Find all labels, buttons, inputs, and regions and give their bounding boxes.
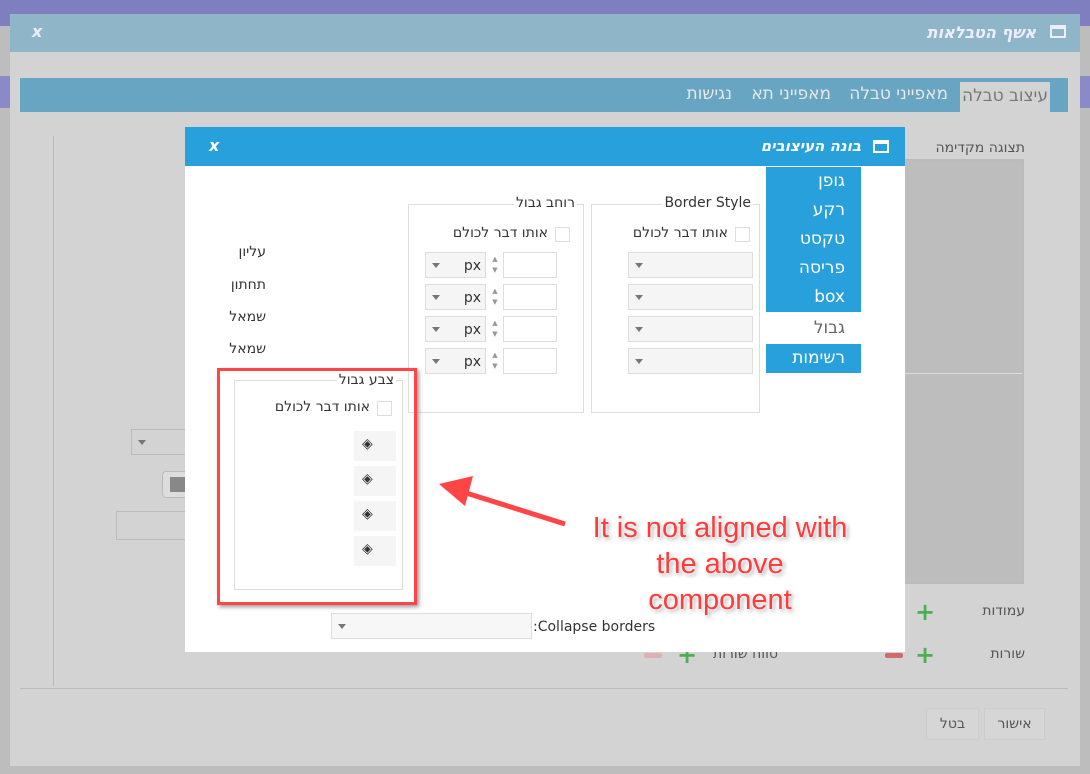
side-menu-font[interactable]: גופן (766, 167, 861, 196)
style-builder-dialog: בונה העיצובים x גופן רקע טקסט פריסה box … (185, 127, 905, 652)
border-width-top-input[interactable] (503, 252, 557, 278)
style-builder-title: בונה העיצובים (760, 137, 861, 155)
side-label-left: שמאל (229, 309, 266, 325)
paint-bucket-icon: ◈ (362, 436, 373, 452)
divider (53, 136, 54, 686)
left-input[interactable] (116, 511, 196, 540)
border-width-top-unit-select[interactable]: px (425, 252, 486, 278)
border-width-left-unit-select[interactable]: px (425, 316, 486, 342)
border-style-right-select[interactable] (628, 348, 753, 374)
border-style-left-select[interactable] (628, 316, 753, 342)
style-builder-title-bar: בונה העיצובים x (185, 127, 905, 166)
wizard-title: אשף הטבלאות (926, 23, 1036, 42)
unit-label: px (463, 258, 481, 274)
collapse-borders-label: :Collapse borders (533, 619, 656, 635)
ok-button[interactable]: אישור (984, 708, 1045, 740)
columns-label: עמודות (982, 603, 1025, 619)
border-color-legend: צבע גבול (336, 372, 396, 388)
add-column-icon[interactable]: + (915, 598, 936, 626)
unit-label: px (463, 322, 481, 338)
border-color-same-checkbox[interactable] (377, 401, 392, 416)
border-width-same-checkbox[interactable] (555, 227, 570, 242)
tab-cell-properties[interactable]: מאפייני תא (751, 84, 831, 104)
collapse-borders-select[interactable] (331, 613, 532, 639)
border-style-same-label: אותו דבר לכולם (632, 225, 728, 241)
annotation-text: It is not aligned with the above compone… (592, 512, 848, 616)
border-width-bottom-input[interactable] (503, 284, 557, 310)
preview-label: תצוגה מקדימה (935, 140, 1025, 156)
left-select[interactable] (131, 429, 191, 455)
border-width-right-unit-select[interactable]: px (425, 348, 486, 374)
wizard-tabs: עיצוב טבלה מאפייני טבלה מאפייני תא נגישו… (20, 78, 1068, 112)
border-color-group: צבע גבול אותו דבר לכולם ◈ ◈ ◈ ◈ (234, 372, 403, 590)
border-style-top-select[interactable] (628, 252, 753, 278)
paint-bucket-icon: ◈ (362, 471, 373, 487)
border-width-legend: רוחב גבול (513, 195, 577, 211)
remove-row-icon[interactable] (885, 653, 903, 658)
border-width-group: רוחב גבול אותו דבר לכולם px ▲ ▼ px ▲ ▼ px … (408, 195, 584, 413)
side-menu-layout[interactable]: פריסה (766, 254, 861, 283)
side-menu-text[interactable]: טקסט (766, 225, 861, 254)
side-label-left-2: שמאל (229, 341, 266, 357)
border-style-legend: Border Style (662, 195, 753, 211)
footer-divider (20, 688, 1068, 689)
side-label-top: עליון (238, 244, 266, 260)
tab-table-properties[interactable]: מאפייני טבלה (849, 84, 948, 104)
window-icon (873, 140, 889, 153)
color-picker-top[interactable]: ◈ (354, 431, 396, 461)
color-picker-bottom[interactable]: ◈ (354, 466, 396, 496)
side-menu-box[interactable]: box (766, 283, 861, 312)
window-icon (1050, 25, 1066, 38)
preview-box (900, 159, 1024, 584)
border-width-left-input[interactable] (503, 316, 557, 342)
border-color-same-label: אותו דבר לכולם (274, 399, 370, 415)
unit-label: px (463, 290, 481, 306)
side-label-bottom: תחתון (230, 277, 266, 293)
border-width-bottom-unit-select[interactable]: px (425, 284, 486, 310)
paint-bucket-icon: ◈ (362, 541, 373, 557)
border-width-bottom-spinner[interactable]: ▲ ▼ (492, 287, 498, 306)
wizard-title-bar: אשף הטבלאות x (10, 14, 1080, 52)
border-style-same-checkbox[interactable] (735, 227, 750, 242)
side-menu-background[interactable]: רקע (766, 196, 861, 225)
border-width-left-spinner[interactable]: ▲ ▼ (492, 319, 498, 338)
unit-label: px (463, 354, 481, 370)
border-style-bottom-select[interactable] (628, 284, 753, 310)
tab-table-design[interactable]: עיצוב טבלה (959, 82, 1050, 112)
side-menu-border[interactable]: גבול (766, 314, 861, 343)
add-row-icon[interactable]: + (915, 641, 936, 669)
annotation-arrow (439, 476, 566, 527)
border-style-group: Border Style אותו דבר לכולם (591, 195, 760, 413)
color-picker-left[interactable]: ◈ (354, 501, 396, 531)
color-picker-right[interactable]: ◈ (354, 536, 396, 566)
cancel-button[interactable]: בטל (926, 708, 979, 740)
image-icon (170, 477, 186, 492)
border-width-top-spinner[interactable]: ▲ ▼ (492, 255, 498, 274)
annotation-highlight-box (217, 368, 417, 605)
rows-label: שורות (990, 646, 1025, 662)
remove-row-range-icon[interactable] (644, 653, 662, 658)
style-builder-close-button[interactable]: x (209, 136, 220, 155)
paint-bucket-icon: ◈ (362, 506, 373, 522)
wizard-close-button[interactable]: x (32, 22, 43, 41)
tab-accessibility[interactable]: נגישות (686, 84, 732, 104)
side-menu-lists[interactable]: רשימות (766, 344, 861, 373)
border-width-right-input[interactable] (503, 348, 557, 374)
border-width-right-spinner[interactable]: ▲ ▼ (492, 351, 498, 370)
border-width-same-label: אותו דבר לכולם (452, 225, 548, 241)
